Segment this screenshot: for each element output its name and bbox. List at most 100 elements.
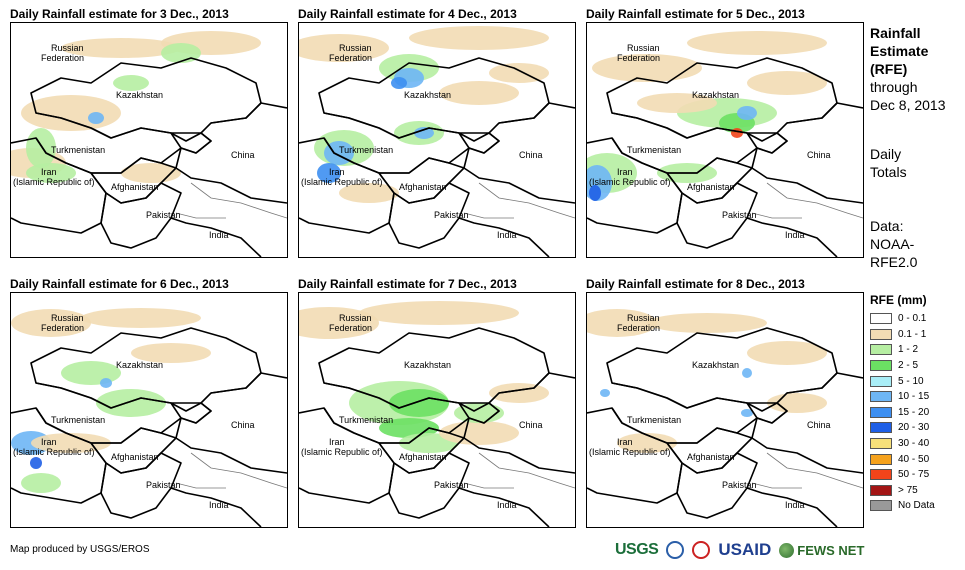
label-turkmenistan: Turkmenistan	[51, 145, 105, 155]
legend-label: 40 - 50	[898, 453, 930, 465]
rainfall-patch	[31, 433, 111, 453]
legend-label: 0.1 - 1	[898, 328, 927, 340]
legend-label: 20 - 30	[898, 422, 930, 434]
nws-logo-icon	[692, 541, 711, 559]
label-china: China	[231, 150, 255, 160]
rainfall-patch	[587, 309, 657, 337]
label-russia: Russian	[627, 313, 660, 323]
label-russia: Russian	[627, 43, 660, 53]
label-india: India	[209, 230, 229, 240]
country-borders	[587, 327, 863, 527]
rainfall-patch	[389, 389, 449, 417]
rainfall-patch	[21, 473, 61, 493]
legend-swatch	[870, 453, 892, 465]
label-iran: Iran	[617, 437, 633, 447]
rainfall-patch	[113, 75, 149, 91]
legend-label: 15 - 20	[898, 406, 930, 418]
legend-item: No Data	[870, 498, 935, 514]
thin-boundary	[175, 182, 287, 219]
rainfall-patch	[131, 343, 211, 363]
rainfall-patch	[379, 418, 439, 438]
label-turkmenistan: Turkmenistan	[627, 145, 681, 155]
label-pakistan: Pakistan	[146, 480, 181, 490]
legend-item: > 75	[870, 483, 935, 499]
legend-item: 0.1 - 1	[870, 327, 935, 343]
globe-icon	[779, 542, 795, 558]
panel-title: Daily Rainfall estimate for 8 Dec., 2013	[586, 277, 805, 291]
rainfall-patch	[317, 163, 341, 183]
map: Russian Federation Kazakhstan Turkmenistan I…	[586, 292, 864, 528]
rainfall-layer	[299, 301, 549, 453]
label-iran: (Islamic Republic of)	[13, 177, 95, 187]
rainfall-patch	[100, 378, 112, 388]
label-iran: (Islamic Republic of)	[589, 177, 671, 187]
label-kazakhstan: Kazakhstan	[116, 360, 163, 370]
label-china: China	[807, 150, 831, 160]
thin-boundary	[463, 452, 575, 489]
legend-label: 0 - 0.1	[898, 313, 927, 325]
date-text: Dec 8, 2013	[870, 97, 946, 113]
heading-line: (RFE)	[870, 61, 908, 77]
rainfall-patch	[737, 106, 757, 120]
rainfall-patch	[687, 31, 827, 55]
rainfall-layer	[299, 26, 549, 203]
china-border	[463, 102, 575, 204]
thin-boundary	[751, 182, 863, 219]
rainfall-patch	[88, 112, 104, 124]
china-border	[175, 102, 287, 204]
label-kazakhstan: Kazakhstan	[404, 360, 451, 370]
india-border	[746, 487, 838, 527]
fews-net-label: FEWS NET	[797, 542, 865, 558]
label-iran: Iran	[329, 167, 345, 177]
legend: RFE (mm) 0 - 0.1 0.1 - 1 1 - 2 2 - 5 5 - 10 1…	[870, 293, 935, 514]
afghanistan-border	[90, 427, 177, 474]
label-russia: Russian	[51, 313, 84, 323]
map: Russian Federation Kazakhstan Turkmenistan I…	[10, 292, 288, 528]
label-iran: (Islamic Republic of)	[301, 447, 383, 457]
label-pakistan: Pakistan	[434, 210, 469, 220]
panel-title: Daily Rainfall estimate for 5 Dec., 2013	[586, 7, 805, 21]
rainfall-patch	[439, 81, 519, 105]
rainfall-layer	[11, 31, 261, 183]
label-russia: Federation	[41, 53, 84, 63]
afghanistan-border	[666, 427, 753, 474]
data-line: Data:	[870, 218, 904, 234]
china-border	[175, 372, 287, 474]
rainfall-layer	[587, 309, 827, 453]
label-india: India	[785, 500, 805, 510]
label-china: China	[519, 150, 543, 160]
usgs-logo: USGS	[615, 541, 659, 558]
label-afghanistan: Afghanistan	[111, 452, 159, 462]
label-iran: (Islamic Republic of)	[13, 447, 95, 457]
legend-item: 50 - 75	[870, 467, 935, 483]
legend-swatch	[870, 469, 892, 481]
rainfall-patch	[589, 185, 601, 201]
label-india: India	[497, 230, 517, 240]
thin-boundary	[751, 452, 863, 489]
rainfall-patch	[439, 421, 519, 445]
india-border	[170, 487, 262, 527]
legend-swatch	[870, 328, 892, 340]
heading-line: Estimate	[870, 43, 929, 59]
fews-net-logo: FEWS NET	[779, 542, 865, 558]
label-pakistan: Pakistan	[146, 210, 181, 220]
label-kazakhstan: Kazakhstan	[404, 90, 451, 100]
legend-item: 15 - 20	[870, 405, 935, 421]
rainfall-patch	[61, 38, 181, 58]
label-afghanistan: Afghanistan	[399, 182, 447, 192]
india-border	[746, 217, 838, 257]
heading-line: Rainfall	[870, 25, 921, 41]
legend-label: 2 - 5	[898, 360, 919, 372]
rainfall-patch	[747, 71, 827, 95]
label-pakistan: Pakistan	[434, 480, 469, 490]
daily-line: Totals	[870, 164, 907, 180]
rainfall-patch	[11, 309, 91, 337]
rainfall-patch	[600, 389, 610, 397]
daily-line: Daily	[870, 146, 902, 162]
legend-item: 20 - 30	[870, 420, 935, 436]
panel-title: Daily Rainfall estimate for 4 Dec., 2013	[298, 7, 517, 21]
legend-item: 30 - 40	[870, 436, 935, 452]
